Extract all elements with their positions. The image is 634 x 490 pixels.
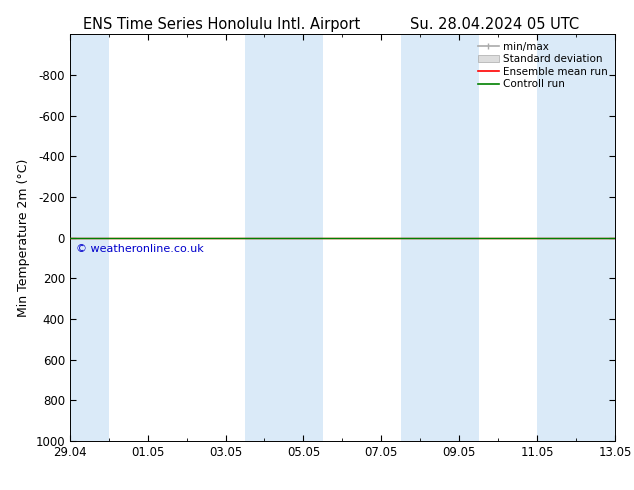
Legend: min/max, Standard deviation, Ensemble mean run, Controll run: min/max, Standard deviation, Ensemble me… (476, 40, 610, 92)
Bar (50, 34, 108, 441)
Text: Su. 28.04.2024 05 UTC: Su. 28.04.2024 05 UTC (410, 17, 579, 32)
Text: ENS Time Series Honolulu Intl. Airport: ENS Time Series Honolulu Intl. Airport (83, 17, 361, 32)
Bar (245, 34, 323, 441)
Bar (401, 34, 479, 441)
Text: © weatheronline.co.uk: © weatheronline.co.uk (75, 244, 204, 254)
Bar (537, 34, 634, 441)
Y-axis label: Min Temperature 2m (°C): Min Temperature 2m (°C) (16, 158, 30, 317)
